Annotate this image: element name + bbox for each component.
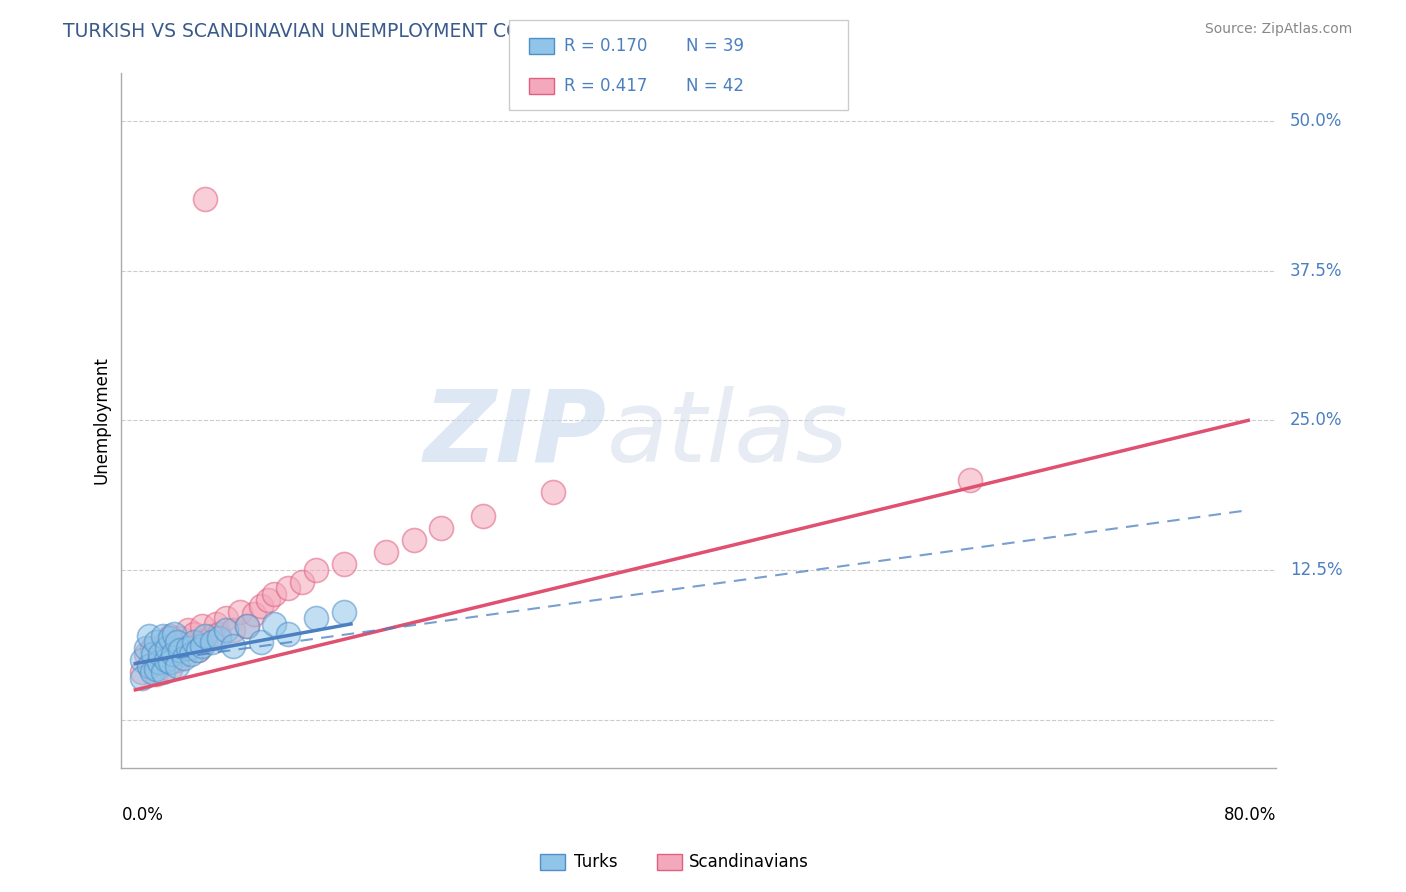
Point: [263, 587, 285, 601]
Point: [201, 629, 224, 643]
Text: R = 0.417: R = 0.417: [564, 77, 647, 95]
Point: [162, 647, 184, 661]
Text: 25.0%: 25.0%: [1289, 411, 1343, 429]
Point: [166, 635, 188, 649]
Point: [155, 635, 177, 649]
Point: [149, 650, 172, 665]
Point: [333, 557, 356, 571]
Point: [152, 629, 174, 643]
Point: [155, 653, 177, 667]
Point: [156, 640, 179, 655]
Point: [159, 629, 181, 643]
Point: [263, 617, 285, 632]
Point: [959, 473, 981, 487]
Text: Scandinavians: Scandinavians: [689, 853, 808, 871]
Point: [187, 643, 209, 657]
Point: [173, 647, 195, 661]
Point: [228, 605, 250, 619]
Point: [208, 632, 231, 646]
Point: [145, 635, 167, 649]
Point: [138, 659, 160, 673]
Point: [194, 635, 217, 649]
Text: N = 42: N = 42: [686, 77, 744, 95]
Point: [131, 653, 153, 667]
Point: [169, 643, 191, 657]
Text: 50.0%: 50.0%: [1289, 112, 1343, 130]
Point: [138, 659, 160, 673]
Point: [166, 653, 188, 667]
Point: [142, 647, 165, 661]
Point: [131, 665, 153, 679]
Point: [187, 643, 209, 657]
Point: [166, 659, 188, 673]
Point: [194, 192, 217, 206]
Point: [138, 629, 160, 643]
Point: [159, 632, 181, 646]
Point: [159, 663, 181, 677]
Point: [159, 655, 181, 669]
Point: [201, 635, 224, 649]
Point: [305, 611, 328, 625]
Point: [215, 611, 238, 625]
Point: [291, 575, 314, 590]
Point: [152, 655, 174, 669]
Point: [180, 639, 202, 653]
Point: [145, 663, 167, 677]
Text: atlas: atlas: [606, 385, 848, 483]
Point: [194, 629, 217, 643]
Point: [333, 605, 356, 619]
Point: [208, 626, 231, 640]
Point: [249, 599, 271, 613]
Point: [277, 581, 299, 595]
Point: [222, 639, 245, 653]
Text: 37.5%: 37.5%: [1289, 261, 1343, 279]
Point: [402, 533, 425, 548]
Point: [256, 593, 278, 607]
Point: [135, 640, 157, 655]
Point: [242, 607, 264, 622]
Point: [249, 635, 271, 649]
Text: 12.5%: 12.5%: [1289, 561, 1343, 579]
Point: [163, 643, 186, 657]
Text: ZIP: ZIP: [423, 385, 606, 483]
Point: [141, 665, 163, 679]
Point: [191, 619, 214, 633]
Point: [235, 619, 257, 633]
Point: [177, 623, 200, 637]
Text: R = 0.170: R = 0.170: [564, 37, 647, 55]
Point: [277, 626, 299, 640]
Text: 80.0%: 80.0%: [1223, 805, 1277, 824]
Point: [430, 521, 453, 535]
Point: [374, 545, 396, 559]
Point: [135, 647, 157, 661]
Text: 0.0%: 0.0%: [121, 805, 163, 824]
Point: [145, 667, 167, 681]
Text: N = 39: N = 39: [686, 37, 744, 55]
Point: [177, 640, 200, 655]
Point: [169, 632, 191, 646]
Text: Source: ZipAtlas.com: Source: ZipAtlas.com: [1205, 22, 1353, 37]
Point: [305, 563, 328, 577]
Point: [141, 640, 163, 655]
Point: [215, 623, 238, 637]
Point: [472, 509, 495, 524]
Point: [541, 485, 564, 500]
Point: [183, 626, 205, 640]
Point: [191, 639, 214, 653]
Point: [149, 647, 172, 661]
Text: Turks: Turks: [574, 853, 617, 871]
Point: [131, 671, 153, 685]
Point: [222, 623, 245, 637]
Point: [152, 665, 174, 679]
Text: TURKISH VS SCANDINAVIAN UNEMPLOYMENT CORRELATION CHART: TURKISH VS SCANDINAVIAN UNEMPLOYMENT COR…: [63, 22, 696, 41]
Point: [235, 619, 257, 633]
Point: [205, 617, 228, 632]
Point: [180, 647, 202, 661]
Point: [183, 635, 205, 649]
Point: [163, 626, 186, 640]
Y-axis label: Unemployment: Unemployment: [93, 357, 110, 484]
Point: [173, 650, 195, 665]
Point: [148, 655, 170, 669]
